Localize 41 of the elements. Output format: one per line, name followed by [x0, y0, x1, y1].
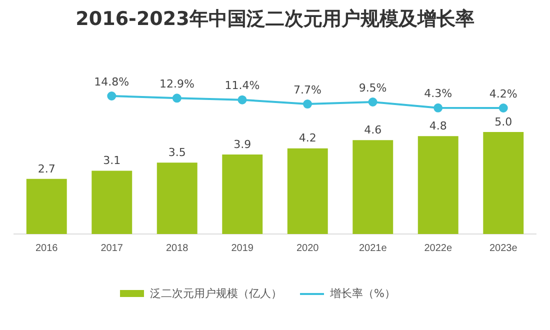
data-label: 12.9% [159, 78, 194, 91]
point [107, 92, 116, 100]
data-label: 3.1 [103, 154, 121, 168]
data-label: 4.8 [429, 119, 447, 132]
data-label: 9.5% [358, 81, 387, 94]
x-tick-label: 2018 [166, 242, 189, 254]
x-tick-label: 2016 [36, 242, 58, 254]
x-tick-label: 2017 [100, 242, 124, 254]
data-label: 2.7 [38, 162, 56, 176]
bar [156, 162, 198, 234]
bar [287, 148, 328, 234]
data-label: 7.7% [294, 83, 322, 96]
point [238, 95, 247, 104]
chart-title: 2016-2023年中国泛二次元用户规模及增长率 [74, 7, 476, 32]
data-label: 14.8% [94, 75, 130, 88]
x-tick-label: 2020 [296, 242, 320, 254]
bar [26, 178, 67, 234]
bar [222, 154, 263, 234]
data-label: 4.2 [298, 132, 316, 145]
data-label: 4.2% [489, 87, 518, 100]
point [498, 104, 508, 112]
point [172, 94, 182, 103]
x-tick-label: 2021e [358, 242, 388, 254]
data-label: 4.6 [364, 124, 382, 137]
x-tick-label: 2022e [424, 242, 452, 254]
x-tick-label: 2019 [231, 242, 254, 254]
point [434, 103, 443, 112]
bar [418, 136, 458, 234]
data-label: 3.5 [168, 146, 186, 159]
legend-label: 泛二次元用户规模（亿人） [150, 286, 282, 301]
x-tick-label: 2023e [489, 242, 518, 254]
data-label: 4.3% [424, 87, 452, 100]
legend-label: 增长率（%） [330, 286, 396, 301]
bar [483, 132, 524, 234]
data-label: 5.0 [494, 115, 512, 128]
bar [92, 170, 132, 234]
bar [352, 140, 394, 234]
point [368, 98, 378, 106]
data-label: 11.4% [224, 79, 260, 92]
point [303, 100, 312, 109]
data-label: 3.9 [234, 138, 252, 151]
